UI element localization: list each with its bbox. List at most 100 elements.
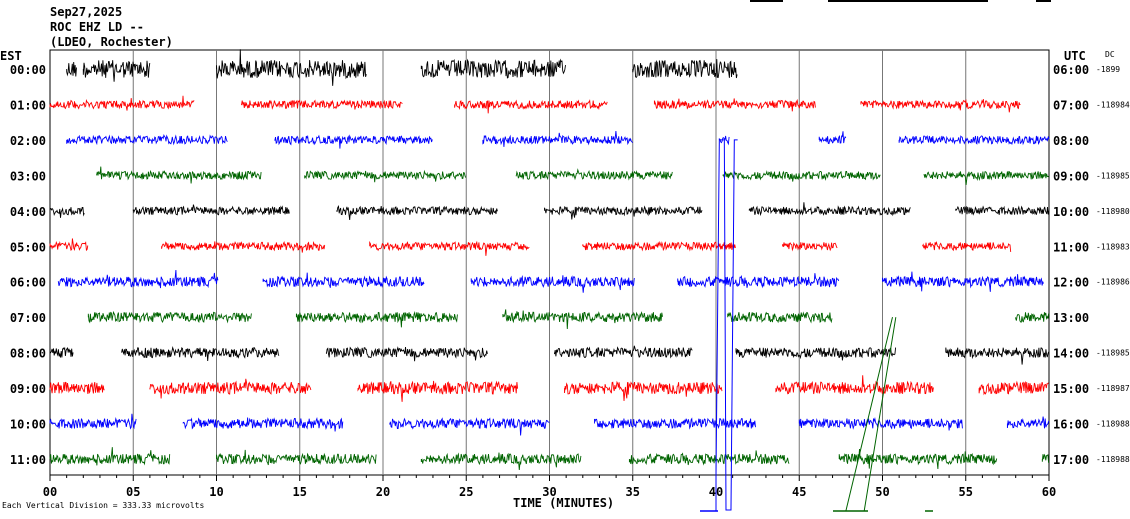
trace-segment bbox=[1006, 416, 1050, 429]
trace-segment bbox=[544, 205, 703, 220]
trace-segment bbox=[782, 241, 838, 252]
dc-label: DC bbox=[1105, 50, 1115, 59]
x-tick-label: 10 bbox=[209, 485, 223, 499]
trace-segment bbox=[66, 133, 228, 146]
event-traces bbox=[715, 139, 897, 512]
trace-segment bbox=[325, 346, 488, 362]
trace-segment bbox=[335, 204, 498, 221]
x-tick-label: 00 bbox=[43, 485, 57, 499]
trace-segment bbox=[82, 60, 151, 82]
trace-segment bbox=[898, 135, 1050, 146]
trace-segment bbox=[1015, 312, 1050, 323]
x-tick-label: 20 bbox=[376, 485, 390, 499]
utc-hour-label: 08:00 bbox=[1053, 134, 1089, 148]
trace-segment bbox=[87, 310, 252, 324]
dc-offset-label: -1189866 bbox=[1096, 278, 1130, 287]
trace-segment bbox=[515, 168, 673, 181]
trace-segment bbox=[262, 272, 425, 288]
est-hour-label: 05:00 bbox=[10, 240, 46, 254]
trace-segment bbox=[49, 95, 195, 111]
trace-segment bbox=[628, 450, 790, 466]
dc-offset-label: -1899 bbox=[1096, 65, 1120, 74]
trace-segment bbox=[389, 417, 550, 436]
trace-segment bbox=[49, 413, 137, 430]
trace-segment bbox=[49, 238, 89, 252]
utc-hour-label: 17:00 bbox=[1053, 453, 1089, 467]
trace-segment bbox=[882, 271, 1044, 292]
est-hour-label: 07:00 bbox=[10, 311, 46, 325]
trace-segment bbox=[860, 98, 1021, 113]
trace-segment bbox=[653, 98, 816, 112]
utc-hour-label: 07:00 bbox=[1053, 98, 1089, 112]
trace-segment bbox=[357, 380, 519, 402]
est-hour-label: 04:00 bbox=[10, 205, 46, 219]
trace-segment bbox=[295, 311, 458, 328]
trace-segment bbox=[775, 375, 934, 395]
trace-segment bbox=[677, 273, 840, 289]
trace-segment bbox=[594, 417, 756, 430]
utc-hour-label: 09:00 bbox=[1053, 169, 1089, 183]
x-axis-ticks: 00 05 10 15 20 25 30 35 40 45 50 55 60 bbox=[43, 475, 1056, 499]
est-hour-label: 03:00 bbox=[10, 169, 46, 183]
trace-segment bbox=[945, 347, 1050, 365]
dc-offset-label: -1189882 bbox=[1096, 455, 1130, 464]
utc-hour-label: 06:00 bbox=[1053, 63, 1089, 77]
trace-segment bbox=[470, 275, 635, 293]
trace-segment bbox=[798, 417, 963, 431]
grid-lines bbox=[132, 50, 967, 475]
seismic-traces bbox=[49, 49, 1050, 471]
station-code: ROC EHZ LD -- bbox=[50, 20, 144, 34]
utc-hour-label: 13:00 bbox=[1053, 311, 1089, 325]
x-tick-label: 25 bbox=[459, 485, 473, 499]
trace-segment bbox=[582, 240, 736, 252]
dc-offset-label: -1189838 bbox=[1096, 242, 1130, 251]
utc-hour-label: 10:00 bbox=[1053, 205, 1089, 219]
dc-offset-label: -1189853 bbox=[1096, 171, 1130, 180]
trace-segment bbox=[838, 448, 998, 470]
trace-segment bbox=[182, 416, 344, 432]
trace-segment bbox=[49, 346, 74, 358]
trace-segment bbox=[554, 345, 693, 359]
est-hour-label: 09:00 bbox=[10, 382, 46, 396]
x-tick-label: 50 bbox=[875, 485, 889, 499]
trace-segment bbox=[49, 381, 105, 395]
trace-segment bbox=[748, 202, 911, 217]
utc-hour-label: 11:00 bbox=[1053, 240, 1089, 254]
trace-segment bbox=[722, 170, 881, 182]
x-tick-label: 35 bbox=[626, 485, 640, 499]
trace-segment bbox=[149, 378, 312, 399]
trace-segment bbox=[161, 240, 326, 253]
trace-segment bbox=[632, 59, 738, 79]
x-tick-label: 45 bbox=[792, 485, 806, 499]
utc-hour-label: 15:00 bbox=[1053, 382, 1089, 396]
trace-segment bbox=[274, 134, 433, 149]
dc-offset-label: -1189844 bbox=[1096, 100, 1130, 109]
est-hour-label: 00:00 bbox=[10, 63, 46, 77]
x-tick-label: 60 bbox=[1042, 485, 1056, 499]
utc-hour-label: 14:00 bbox=[1053, 347, 1089, 361]
station-network: (LDEO, Rochester) bbox=[50, 35, 173, 49]
trace-segment bbox=[978, 380, 1049, 396]
trace-segment bbox=[923, 171, 1049, 185]
utc-zone-label: UTC bbox=[1064, 49, 1086, 63]
trace-segment bbox=[922, 241, 1012, 252]
est-hour-label: 11:00 bbox=[10, 453, 46, 467]
trace-segment bbox=[718, 135, 730, 146]
trace-segment bbox=[735, 346, 897, 361]
trace-segment bbox=[241, 99, 403, 110]
trace-segment bbox=[818, 131, 847, 145]
x-tick-label: 30 bbox=[542, 485, 556, 499]
trace-segment bbox=[454, 99, 608, 114]
utc-hour-label: 12:00 bbox=[1053, 276, 1089, 290]
row-labels: 00:00 06:00 -1899 01:00 07:00 -1189844 02:00 08… bbox=[10, 63, 1130, 467]
dc-offset-label: -1189852 bbox=[1096, 349, 1130, 358]
x-tick-label: 05 bbox=[126, 485, 140, 499]
trace-segment bbox=[66, 61, 77, 77]
trace-segment bbox=[1041, 453, 1050, 463]
event-trace-green bbox=[845, 317, 897, 512]
event-trace-blue bbox=[715, 139, 738, 511]
trace-segment bbox=[57, 269, 219, 289]
